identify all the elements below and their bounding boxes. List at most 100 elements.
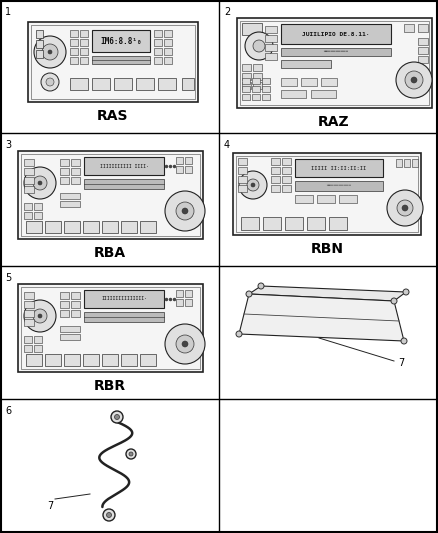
Bar: [176, 290, 183, 297]
Bar: [271, 176, 280, 183]
Bar: [70, 30, 78, 37]
Bar: [36, 40, 43, 48]
Bar: [271, 158, 280, 165]
Bar: [329, 217, 347, 230]
Bar: [80, 48, 88, 55]
Bar: [84, 290, 164, 308]
Circle shape: [126, 449, 136, 459]
Text: ══════════: ══════════: [326, 184, 352, 188]
Bar: [281, 48, 391, 56]
Bar: [64, 221, 80, 233]
Bar: [71, 292, 80, 299]
Circle shape: [402, 205, 408, 211]
Bar: [252, 78, 260, 84]
Bar: [80, 30, 88, 37]
Bar: [154, 39, 162, 46]
Bar: [102, 354, 118, 366]
Bar: [253, 73, 262, 80]
Bar: [252, 86, 260, 92]
Bar: [262, 94, 270, 100]
Bar: [396, 159, 402, 167]
Bar: [34, 203, 42, 210]
Bar: [60, 201, 80, 207]
Bar: [285, 217, 303, 230]
Bar: [263, 217, 281, 230]
Bar: [24, 177, 34, 184]
Bar: [31, 25, 195, 99]
Circle shape: [405, 71, 423, 89]
Bar: [242, 94, 250, 100]
Bar: [282, 158, 291, 165]
Circle shape: [34, 36, 66, 68]
Bar: [295, 159, 383, 177]
Circle shape: [114, 415, 120, 419]
Circle shape: [403, 289, 409, 295]
Bar: [18, 151, 203, 239]
Bar: [418, 47, 428, 54]
Bar: [71, 310, 80, 317]
Bar: [295, 195, 313, 203]
Bar: [70, 48, 78, 55]
Bar: [24, 336, 32, 343]
Bar: [281, 90, 306, 98]
Bar: [265, 26, 277, 33]
Polygon shape: [249, 286, 406, 301]
Bar: [164, 30, 172, 37]
Text: 7: 7: [398, 358, 404, 368]
Text: 6: 6: [5, 406, 11, 416]
Bar: [70, 57, 78, 64]
Text: 3: 3: [5, 140, 11, 150]
Bar: [271, 167, 280, 174]
Bar: [242, 82, 251, 89]
Bar: [418, 24, 428, 32]
Bar: [21, 154, 200, 236]
Circle shape: [111, 411, 123, 423]
Bar: [282, 176, 291, 183]
Bar: [71, 159, 80, 166]
Bar: [26, 221, 42, 233]
Bar: [238, 167, 247, 174]
Bar: [60, 168, 69, 175]
Bar: [182, 78, 194, 90]
Bar: [185, 157, 192, 164]
Bar: [265, 44, 277, 51]
Bar: [60, 193, 80, 199]
Bar: [92, 78, 110, 90]
Text: 1: 1: [5, 7, 11, 17]
Bar: [262, 86, 270, 92]
Bar: [24, 186, 34, 193]
Bar: [185, 299, 192, 306]
Bar: [282, 185, 291, 192]
Bar: [154, 30, 162, 37]
Bar: [242, 86, 250, 92]
Bar: [36, 50, 43, 58]
Bar: [236, 156, 418, 232]
Bar: [83, 221, 99, 233]
Bar: [60, 310, 69, 317]
Circle shape: [253, 40, 265, 52]
Bar: [241, 217, 259, 230]
Bar: [28, 22, 198, 102]
Bar: [242, 23, 262, 35]
Bar: [262, 78, 270, 84]
Circle shape: [397, 200, 413, 216]
Bar: [45, 354, 61, 366]
Bar: [60, 334, 80, 340]
Bar: [34, 345, 42, 352]
Bar: [238, 158, 247, 165]
Bar: [185, 166, 192, 173]
Bar: [238, 176, 247, 183]
Bar: [34, 336, 42, 343]
Bar: [24, 212, 32, 219]
Bar: [140, 221, 156, 233]
Bar: [317, 195, 335, 203]
Circle shape: [38, 314, 42, 318]
Circle shape: [42, 44, 58, 60]
Bar: [34, 212, 42, 219]
Bar: [271, 185, 280, 192]
Bar: [233, 153, 421, 235]
Bar: [418, 56, 428, 63]
Text: IIIII II:II:II:II: IIIII II:II:II:II: [311, 166, 367, 171]
Bar: [140, 354, 156, 366]
Circle shape: [176, 202, 194, 220]
